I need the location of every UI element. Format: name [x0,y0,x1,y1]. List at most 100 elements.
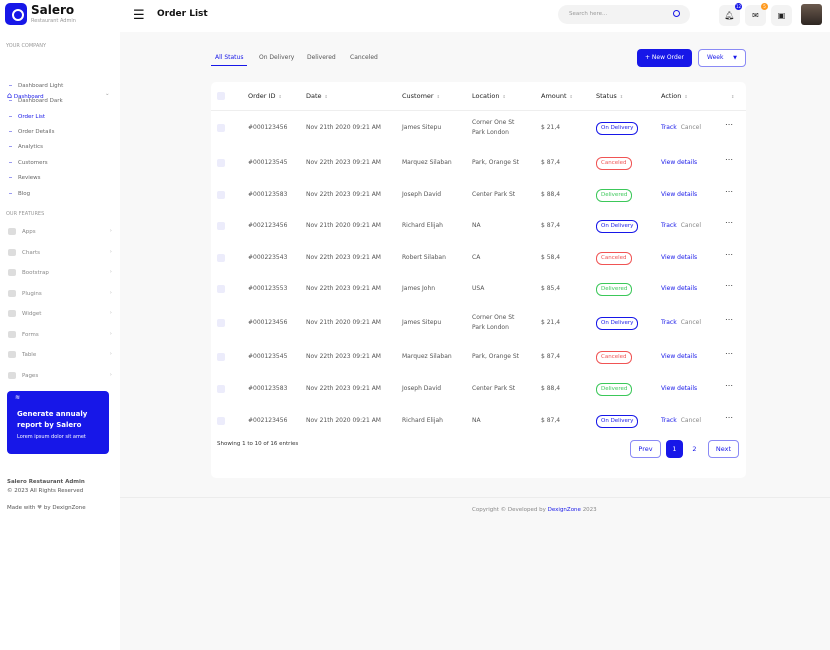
menu-toggle-icon[interactable]: ☰ [133,8,145,23]
more-options-icon[interactable]: ⋯ [725,381,733,390]
cancel-link[interactable]: Cancel [680,124,702,131]
view-details-link[interactable]: View details [661,159,698,166]
orders-table: Order ID ⇕ Date ⇕ Customer ⇕ Location ⇕ Amount ⇕ S… [211,82,746,478]
prev-button[interactable]: Prev [630,440,661,458]
track-link[interactable]: Track [661,222,677,229]
period-select[interactable]: Week ▼ [698,49,746,67]
cancel-link[interactable]: Cancel [680,319,702,326]
notification-button[interactable]: 🔔︎ 12 [719,3,742,26]
column-header-status[interactable]: Status ⇕ [596,92,623,100]
sidebar-item-charts[interactable]: Charts › [8,248,112,256]
column-header-location[interactable]: Location ⇕ [472,92,506,100]
sidebar-item-blog[interactable]: Blog [9,191,30,197]
column-header-date[interactable]: Date ⇕ [306,92,328,100]
table-row[interactable]: #000223543 Nov 22th 2023 09:21 AM Robert S… [211,243,746,273]
table-row[interactable]: #000123553 Nov 22th 2023 09:21 AM James Jo… [211,274,746,304]
tab-delivered[interactable]: Delivered [307,54,336,61]
search-icon[interactable] [673,10,680,17]
sidebar-item-customers[interactable]: Customers [9,160,48,166]
gift-button[interactable]: ▣ [771,5,792,26]
sidebar-item-dashboard[interactable]: ⌂ Dashboard ⌄ [7,91,110,100]
brand-subtitle: Restaurant Admin [31,18,76,24]
bullet-icon [9,131,12,132]
more-options-icon[interactable]: ⋯ [725,349,733,358]
order-id: #000223543 [248,254,288,261]
more-options-icon[interactable]: ⋯ [725,187,733,196]
sidebar-item-apps[interactable]: Apps › [8,228,112,235]
sidebar-item-pages[interactable]: Pages › [8,371,112,379]
sidebar-item-widget[interactable]: Widget › [8,310,112,317]
sidebar-item-order-details[interactable]: Order Details [9,129,54,135]
row-checkbox[interactable] [217,417,225,425]
sidebar-item-reviews[interactable]: Reviews [9,175,41,181]
column-header-customer[interactable]: Customer ⇕ [402,92,440,100]
sidebar-item-forms[interactable]: Forms › [8,330,112,338]
track-link[interactable]: Track [661,319,677,326]
next-button[interactable]: Next [708,440,739,458]
row-checkbox[interactable] [217,159,225,167]
location: Park, Orange St [472,159,520,166]
more-options-icon[interactable]: ⋯ [725,413,733,422]
more-options-icon[interactable]: ⋯ [725,315,733,324]
tab-on-delivery[interactable]: On Delivery [259,54,295,61]
sidebar-item-label: Widget [22,311,42,317]
view-details-link[interactable]: View details [661,285,698,292]
new-order-button[interactable]: + New Order [637,49,692,67]
column-header-amount[interactable]: Amount ⇕ [541,92,573,100]
copyright-text: Copyright © Developed by [472,507,546,513]
sort-icon[interactable]: ⇕ [731,94,735,99]
column-header-order-id[interactable]: Order ID ⇕ [248,92,282,100]
page-1-button[interactable]: 1 [666,440,683,458]
row-checkbox[interactable] [217,191,225,199]
view-details-link[interactable]: View details [661,385,698,392]
row-checkbox[interactable] [217,222,225,230]
more-options-icon[interactable]: ⋯ [725,120,733,129]
table-row[interactable]: #000123583 Nov 22th 2023 09:21 AM Joseph D… [211,180,746,210]
promo-card[interactable]: ≋ Generate annualy report by Salero Lore… [7,391,109,454]
sidebar-item-table[interactable]: Table › [8,351,112,358]
table-row[interactable]: #002123456 Nov 21th 2020 09:21 AM Richard … [211,406,746,436]
copyright-brand-link[interactable]: DexignZone [547,507,581,513]
table-row[interactable]: #000123456 Nov 21th 2020 09:21 AM James Si… [211,308,746,338]
view-details-link[interactable]: View details [661,254,698,261]
cancel-link[interactable]: Cancel [680,417,702,424]
sidebar-item-order-list[interactable]: Order List [9,114,45,120]
row-checkbox[interactable] [217,285,225,293]
page-2-button[interactable]: 2 [692,445,697,453]
cancel-link[interactable]: Cancel [680,222,702,229]
row-checkbox[interactable] [217,385,225,393]
more-options-icon[interactable]: ⋯ [725,281,733,290]
more-options-icon[interactable]: ⋯ [725,155,733,164]
column-header-action[interactable]: Action ⇕ [661,92,688,100]
search-input[interactable]: Search here... [558,5,690,24]
track-link[interactable]: Track [661,417,677,424]
more-options-icon[interactable]: ⋯ [725,218,733,227]
avatar[interactable] [801,4,822,25]
select-all-checkbox[interactable] [217,92,225,100]
sidebar-item-bootstrap[interactable]: Bootstrap › [8,269,112,276]
mail-button[interactable]: ✉ 5 [745,3,768,26]
customer-name: James Sitepu [402,319,442,326]
sidebar-item-analytics[interactable]: Analytics [9,144,43,150]
sidebar-item-dashboard-dark[interactable]: Dashboard Dark [9,98,63,104]
sidebar-item-dashboard-light[interactable]: Dashboard Light [9,83,63,89]
table-row[interactable]: #000123545 Nov 22th 2023 09:21 AM Marquez … [211,342,746,372]
view-details-link[interactable]: View details [661,191,698,198]
sidebar-footer-name: Salero Restaurant Admin [7,479,85,485]
table-row[interactable]: #002123456 Nov 21th 2020 09:21 AM Richard … [211,211,746,241]
amount: $ 21,4 [541,124,561,131]
more-options-icon[interactable]: ⋯ [725,250,733,259]
forms-icon [8,330,16,338]
tab-all-status[interactable]: All Status [211,54,248,66]
row-checkbox[interactable] [217,124,225,132]
row-checkbox[interactable] [217,254,225,262]
sidebar-item-plugins[interactable]: Plugins › [8,289,112,297]
view-details-link[interactable]: View details [661,353,698,360]
row-checkbox[interactable] [217,353,225,361]
track-link[interactable]: Track [661,124,677,131]
table-row[interactable]: #000123456 Nov 21th 2020 09:21 AM James Si… [211,113,746,143]
tab-canceled[interactable]: Canceled [350,54,378,61]
row-checkbox[interactable] [217,319,225,327]
table-row[interactable]: #000123583 Nov 22th 2023 09:21 AM Joseph D… [211,374,746,404]
table-row[interactable]: #000123545 Nov 22th 2023 09:21 AM Marquez … [211,148,746,178]
